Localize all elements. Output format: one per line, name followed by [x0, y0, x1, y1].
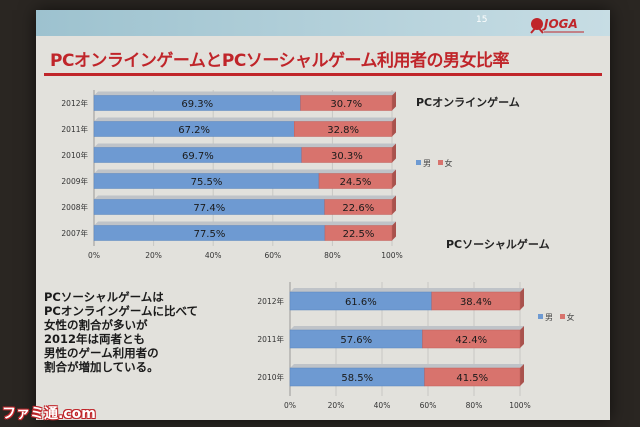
data-label-female: 38.4% [460, 297, 492, 308]
legend-label-female: 女 [444, 159, 453, 168]
bar-female [324, 225, 393, 241]
legend-item-male: 男 [416, 159, 431, 168]
note-line: 割合が増加している。 [44, 360, 159, 374]
bar-female [431, 291, 521, 311]
bar-side-face [392, 91, 396, 111]
x-tick-label: 40% [205, 251, 222, 260]
summary-note: PCソーシャルゲームは PCオンラインゲームに比べて 女性の割合が多いが 201… [44, 290, 234, 374]
data-label-male: 77.5% [194, 229, 226, 240]
legend-pc-online: 男 女 [416, 158, 457, 169]
x-tick-label: 100% [509, 401, 530, 410]
bar-female [294, 121, 393, 137]
bar-female [318, 173, 393, 189]
data-label-female: 30.3% [331, 151, 363, 162]
legend-swatch-female [437, 160, 443, 165]
category-label: 2008年 [61, 202, 88, 212]
note-line: 2012年は両者とも [44, 332, 146, 346]
data-label-male: 75.5% [191, 177, 223, 188]
x-tick-label: 0% [88, 251, 100, 260]
category-label: 2010年 [61, 150, 88, 160]
category-label: 2010年 [257, 372, 284, 382]
logo-text: JOGA [542, 17, 578, 31]
bar-top-face [94, 221, 396, 226]
x-tick-label: 20% [328, 401, 345, 410]
legend-swatch-male [416, 160, 421, 165]
title-divider [44, 73, 602, 76]
data-label-female: 42.4% [455, 335, 487, 346]
data-label-female: 41.5% [456, 373, 488, 384]
page-number: 15 [476, 15, 488, 25]
x-tick-label: 0% [284, 401, 296, 410]
bar-female [424, 367, 521, 387]
category-label: 2011年 [61, 124, 88, 134]
chart-title-pc-online: PCオンラインゲーム [416, 96, 520, 109]
bar-side-face [392, 169, 396, 189]
famitsu-watermark: ファミ通.com [2, 406, 96, 422]
legend-swatch-male [538, 314, 543, 319]
data-label-male: 77.4% [193, 203, 225, 214]
bar-side-face [392, 117, 396, 137]
legend-label-male: 男 [423, 159, 431, 168]
bar-side-face [520, 364, 524, 386]
chart-pc-social-gender-ratio: 0% 20% 40% 60% 80% 100% 61.6% 38.4% 2012年 57.6% 42… [257, 282, 531, 410]
data-label-female: 32.8% [327, 125, 359, 136]
bar-female [301, 147, 393, 163]
legend-label-female: 女 [566, 313, 575, 322]
bar-top-face [94, 91, 396, 96]
x-tick-label: 60% [420, 401, 437, 410]
legend-item-female: 女 [437, 159, 453, 168]
bar-side-face [392, 221, 396, 241]
data-label-male: 58.5% [341, 373, 373, 384]
data-label-male: 69.3% [181, 99, 213, 110]
bar-side-face [520, 326, 524, 348]
note-line: PCソーシャルゲームは [44, 290, 164, 304]
category-label: 2011年 [257, 334, 284, 344]
data-label-male: 57.6% [340, 335, 372, 346]
data-label-female: 22.5% [343, 229, 375, 240]
bar-female [300, 95, 393, 111]
x-tick-label: 80% [466, 401, 483, 410]
data-label-female: 30.7% [330, 99, 362, 110]
x-tick-label: 80% [324, 251, 341, 260]
category-label: 2012年 [257, 296, 284, 306]
bar-top-face [290, 326, 524, 330]
chart-title-pc-social: PCソーシャルゲーム [446, 238, 550, 251]
slide-header-bar [36, 10, 610, 36]
x-tick-label: 20% [145, 251, 162, 260]
legend-swatch-female [559, 314, 565, 319]
bar-top-face [94, 117, 396, 122]
data-label-female: 24.5% [340, 177, 372, 188]
bar-top-face [94, 195, 396, 200]
note-line: 男性のゲーム利用者の [44, 346, 159, 360]
presentation-slide: 15 JOGA PCオンラインゲームとPCソーシャルゲーム利用者の男女比率 PC… [36, 10, 610, 420]
joga-logo: JOGA [530, 17, 584, 34]
category-label: 2009年 [61, 176, 88, 186]
data-label-male: 69.7% [182, 151, 214, 162]
bar-top-face [290, 288, 524, 292]
legend-label-male: 男 [545, 313, 553, 322]
bar-top-face [94, 169, 396, 174]
legend-item-female: 女 [559, 313, 575, 322]
category-label: 2012年 [61, 98, 88, 108]
bar-female [324, 199, 393, 215]
bar-female [422, 329, 521, 349]
category-label: 2007年 [61, 228, 88, 238]
x-tick-label: 60% [264, 251, 281, 260]
data-label-male: 61.6% [345, 297, 377, 308]
slide-title: PCオンラインゲームとPCソーシャルゲーム利用者の男女比率 [50, 51, 510, 71]
data-label-male: 67.2% [178, 125, 210, 136]
bar-side-face [392, 195, 396, 215]
bar-top-face [290, 364, 524, 368]
legend-item-male: 男 [538, 313, 553, 322]
bar-side-face [520, 288, 524, 310]
data-label-female: 22.6% [342, 203, 374, 214]
x-tick-label: 100% [381, 251, 402, 260]
legend-pc-social: 男 女 [538, 312, 579, 323]
note-line: PCオンラインゲームに比べて [44, 304, 199, 318]
note-line: 女性の割合が多いが [44, 318, 148, 332]
x-tick-label: 40% [374, 401, 391, 410]
chart-pc-online-gender-ratio: 0% 20% 40% 60% 80% 100% 69.3% 30.7% 2012年 67.2% 32… [61, 90, 403, 260]
bar-top-face [94, 143, 396, 148]
bar-side-face [392, 143, 396, 163]
